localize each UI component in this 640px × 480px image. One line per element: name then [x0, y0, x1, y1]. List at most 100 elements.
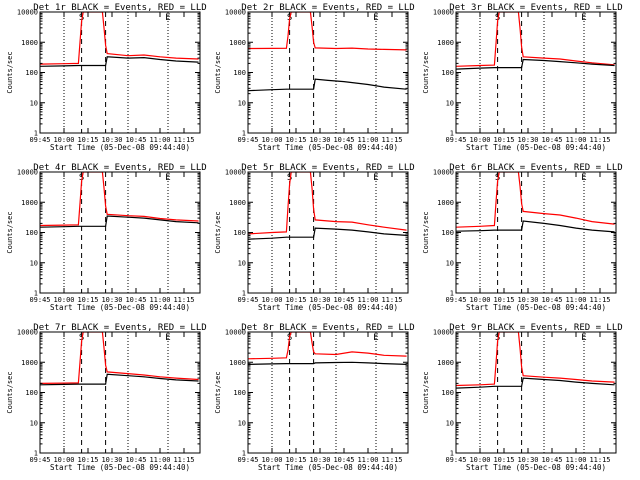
x-tick-label: 11:00: [357, 296, 378, 304]
series-point-events: [78, 225, 79, 227]
x-tick-label: 10:00: [261, 296, 282, 304]
series-point-events: [63, 384, 65, 385]
x-tick-label: 10:00: [53, 456, 74, 464]
chart-title: Det 3r BLACK = Events, RED = LLD: [449, 3, 622, 13]
series-point-lld: [175, 219, 177, 221]
series-point-events: [271, 363, 273, 365]
series-point-lld: [143, 54, 145, 56]
series-point-lld: [286, 357, 287, 359]
x-axis-label: Start Time (05-Dec-08 09:44:40): [466, 463, 606, 472]
series-point-lld: [351, 221, 353, 223]
series-point-lld: [198, 58, 199, 60]
x-axis-label: Start Time (05-Dec-08 09:44:40): [50, 303, 190, 312]
x-tick-label: 10:00: [53, 296, 74, 304]
series-point-lld: [105, 364, 106, 366]
series-point-events: [575, 381, 577, 383]
series-point-lld: [287, 35, 289, 37]
x-tick-label: 10:30: [101, 456, 122, 464]
y-tick-label: 10000: [225, 9, 246, 17]
series-point-lld: [81, 340, 82, 342]
x-tick-label: 10:15: [77, 296, 98, 304]
series-point-events: [159, 378, 161, 379]
y-axis-label: Counts/sec: [6, 371, 14, 413]
series-point-lld: [543, 376, 545, 378]
series-point-lld: [494, 383, 495, 385]
x-tick-label: 10:45: [333, 296, 354, 304]
series-point-lld: [479, 65, 481, 66]
series-point-lld: [103, 27, 105, 29]
series-point-lld: [522, 210, 524, 212]
series-point-lld: [286, 47, 287, 49]
series-point-events: [127, 57, 129, 59]
series-point-events: [367, 84, 369, 85]
x-axis-label: Start Time (05-Dec-08 09:44:40): [258, 463, 398, 472]
series-point-lld: [494, 64, 495, 66]
x-tick-label: 09:45: [445, 456, 466, 464]
series-point-lld: [406, 229, 407, 231]
series-point-lld: [78, 224, 79, 226]
x-tick-label: 11:15: [173, 456, 194, 464]
y-tick-label: 100: [233, 389, 246, 397]
series-point-lld: [495, 363, 497, 365]
series-point-events: [78, 65, 79, 66]
series-point-lld: [106, 213, 108, 215]
series-point-events: [175, 60, 177, 62]
series-point-events: [175, 221, 177, 222]
series-point-events: [286, 236, 287, 238]
series-point-lld: [79, 41, 81, 43]
x-axis-label: Start Time (05-Dec-08 09:44:40): [50, 463, 190, 472]
chart-title: Det 4r BLACK = Events, RED = LLD: [33, 163, 206, 173]
series-point-events: [143, 376, 145, 378]
series-point-events: [543, 222, 545, 224]
series-point-events: [575, 62, 577, 64]
series-point-lld: [494, 225, 495, 226]
series-point-events: [313, 363, 314, 365]
y-tick-label: 10: [446, 419, 454, 427]
marker-label-e: E: [581, 13, 586, 23]
x-tick-label: 10:45: [541, 456, 562, 464]
y-tick-label: 10: [238, 419, 246, 427]
series-point-lld: [289, 336, 290, 338]
series-point-events: [335, 362, 337, 363]
y-axis-label: Counts/sec: [422, 51, 430, 93]
y-tick-label: 100: [441, 229, 454, 237]
chart-title: Det 5r BLACK = Events, RED = LLD: [241, 163, 414, 173]
series-point-lld: [127, 55, 129, 57]
x-tick-label: 10:00: [261, 136, 282, 144]
y-tick-label: 100: [25, 69, 38, 77]
series-point-events: [559, 380, 561, 381]
series-point-lld: [406, 355, 407, 357]
y-axis-label: Counts/sec: [214, 51, 222, 93]
x-tick-label: 10:15: [285, 456, 306, 464]
x-tick-label: 10:45: [333, 456, 354, 464]
x-tick-label: 10:00: [469, 136, 490, 144]
x-tick-label: 10:00: [261, 456, 282, 464]
series-point-events: [543, 379, 545, 380]
series-point-events: [559, 61, 561, 62]
series-point-lld: [286, 231, 287, 233]
series-point-events: [271, 237, 273, 239]
marker-label-s: S: [287, 173, 292, 183]
y-tick-label: 1000: [229, 39, 246, 47]
x-tick-label: 10:15: [77, 456, 98, 464]
series-point-lld: [127, 373, 129, 375]
series-point-lld: [143, 374, 145, 376]
x-tick-label: 11:00: [565, 136, 586, 144]
y-axis-label: Counts/sec: [422, 371, 430, 413]
series-point-events: [198, 61, 199, 63]
series-point-events: [479, 386, 481, 388]
series-point-events: [63, 226, 65, 228]
y-tick-label: 10000: [433, 169, 454, 177]
y-tick-label: 10: [30, 99, 38, 107]
series-point-events: [522, 59, 524, 60]
series-point-lld: [106, 371, 108, 373]
series-point-events: [105, 65, 106, 66]
series-point-lld: [521, 203, 522, 205]
series-point-events: [591, 63, 593, 65]
x-tick-label: 10:30: [309, 456, 330, 464]
x-tick-label: 10:45: [125, 296, 146, 304]
y-tick-label: 10000: [433, 329, 454, 337]
y-tick-label: 100: [25, 229, 38, 237]
